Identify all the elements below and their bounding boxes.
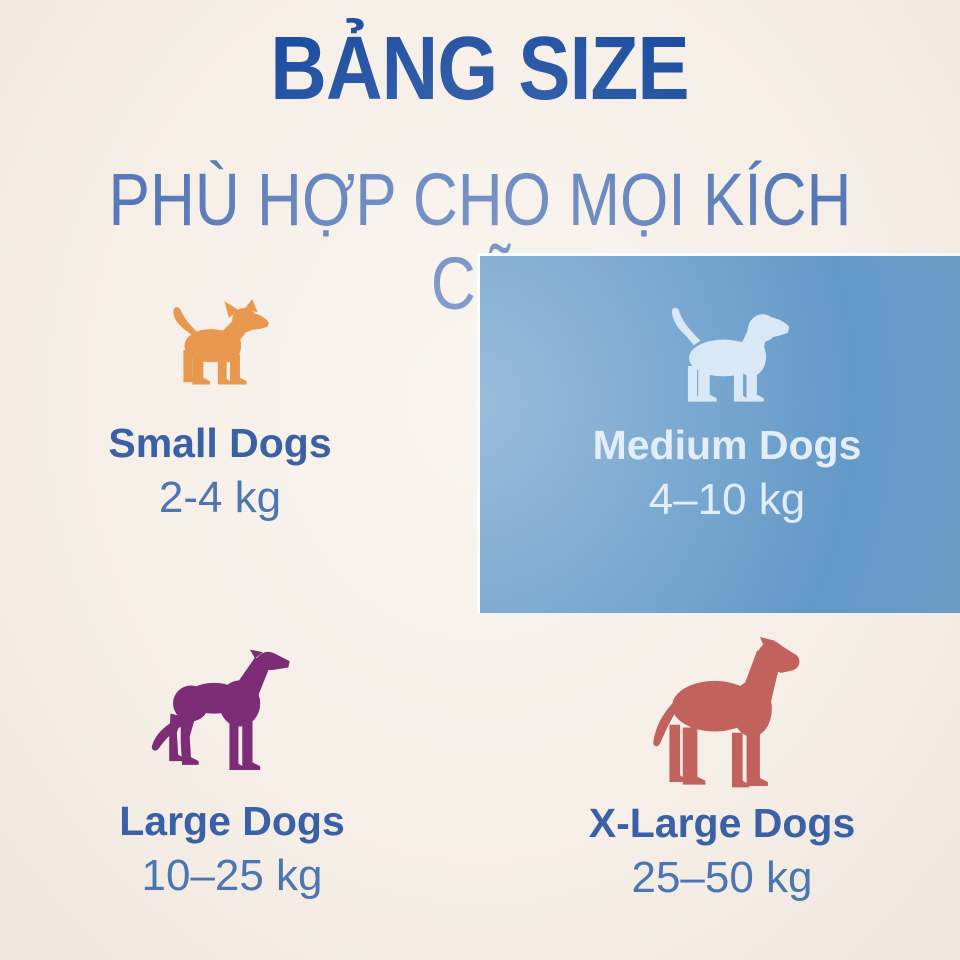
weight-range-medium: 4–10 kg (648, 475, 806, 524)
beagle-silhouette-icon (671, 307, 790, 402)
weight-range-small: 2-4 kg (158, 473, 282, 522)
xlarge-dog-icon (632, 636, 812, 790)
medium-dogs-highlight-panel (477, 253, 960, 613)
size-card-xlarge: X-Large Dogs 25–50 kg (542, 636, 902, 903)
size-card-small: Small Dogs 2-4 kg (40, 296, 400, 523)
great-dane-silhouette-icon (653, 637, 800, 788)
size-label-xlarge: X-Large Dogs (588, 800, 856, 846)
size-card-medium: Medium Dogs 4–10 kg (547, 296, 907, 525)
weight-range-xlarge: 25–50 kg (631, 853, 813, 902)
medium-dog-icon (652, 296, 802, 412)
chihuahua-silhouette-icon (173, 299, 269, 385)
size-label-large: Large Dogs (119, 798, 345, 844)
page-title: BẢNG SIZE (270, 19, 690, 119)
size-label-medium: Medium Dogs (592, 422, 862, 468)
size-label-small: Small Dogs (108, 420, 332, 466)
greyhound-silhouette-icon (151, 649, 290, 771)
large-dog-icon (142, 646, 322, 788)
weight-range-large: 10–25 kg (141, 851, 323, 900)
small-dog-icon (159, 296, 281, 410)
size-card-large: Large Dogs 10–25 kg (52, 646, 412, 901)
